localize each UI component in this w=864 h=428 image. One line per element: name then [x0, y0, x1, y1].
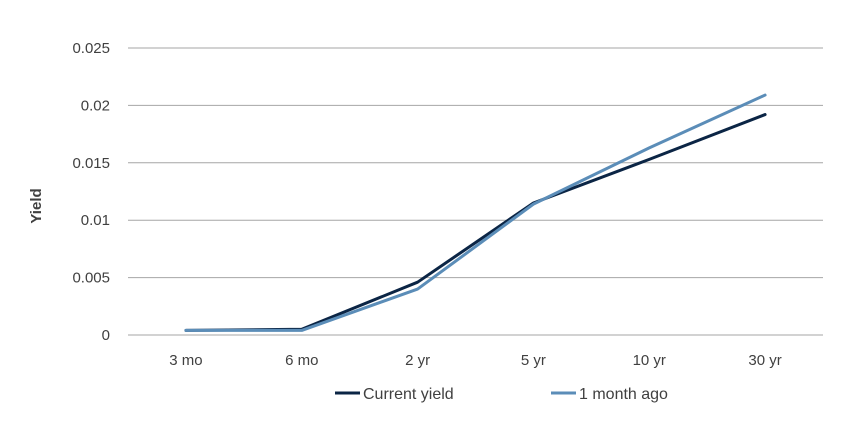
x-tick-label: 2 yr — [405, 352, 430, 369]
x-tick-label: 6 mo — [285, 352, 318, 369]
y-axis-ticks: 0 0.005 0.01 0.015 0.02 0.025 — [72, 40, 110, 344]
legend: Current yield 1 month ago — [335, 386, 668, 403]
y-tick-label: 0.025 — [72, 40, 110, 57]
x-tick-label: 10 yr — [633, 352, 666, 369]
y-tick-label: 0.005 — [72, 270, 110, 287]
series-line-1 — [184, 93, 767, 332]
series-line-0 — [184, 113, 767, 332]
x-tick-label: 3 mo — [169, 352, 202, 369]
y-tick-label: 0.015 — [72, 155, 110, 172]
gridlines — [128, 47, 823, 336]
legend-label: Current yield — [363, 386, 454, 403]
y-tick-label: 0 — [102, 327, 110, 344]
y-tick-label: 0.02 — [81, 97, 110, 114]
series-lines — [184, 93, 767, 332]
x-tick-label: 5 yr — [521, 352, 546, 369]
x-axis-ticks: 3 mo 6 mo 2 yr 5 yr 10 yr 30 yr — [169, 352, 782, 369]
y-tick-label: 0.01 — [81, 212, 110, 229]
y-axis-title: Yield — [28, 188, 45, 223]
x-tick-label: 30 yr — [748, 352, 781, 369]
legend-label: 1 month ago — [579, 386, 668, 403]
